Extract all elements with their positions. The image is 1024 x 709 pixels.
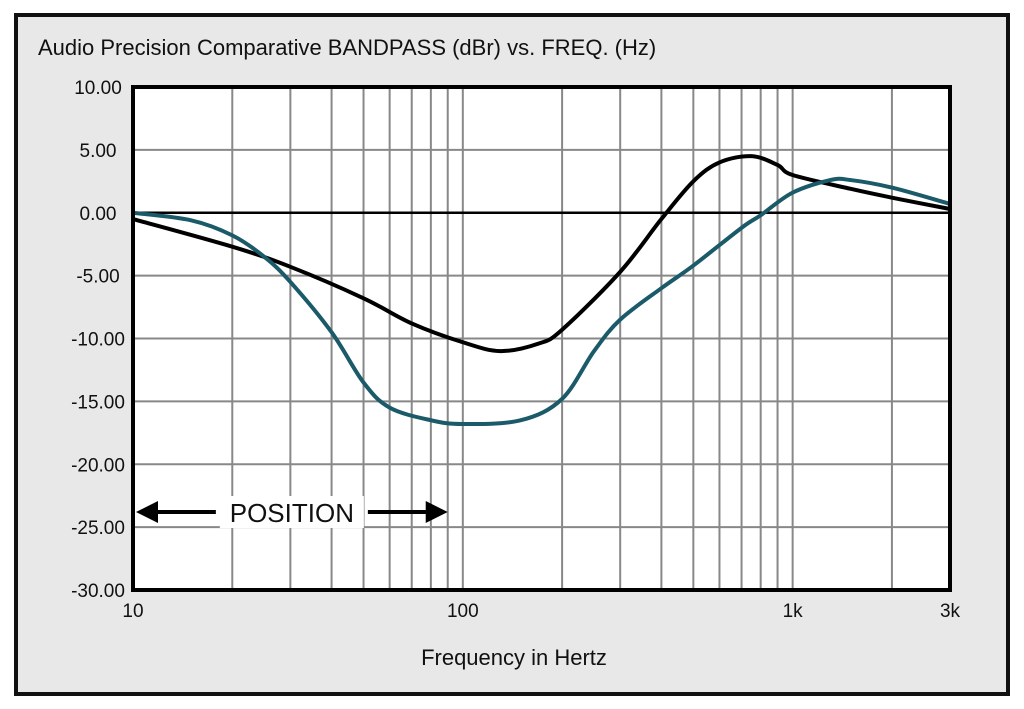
y-tick-label: -25.00 xyxy=(71,518,125,539)
y-tick-label: -20.00 xyxy=(71,455,125,476)
y-tick-label: -30.00 xyxy=(71,581,125,602)
x-tick-label: 10 xyxy=(122,601,143,622)
x-axis-label: Frequency in Hertz xyxy=(421,645,607,670)
x-tick-label: 1k xyxy=(783,601,804,622)
x-tick-label: 100 xyxy=(447,601,479,622)
y-tick-label: 10.00 xyxy=(74,78,122,99)
x-tick-label: 3k xyxy=(940,601,961,622)
y-tick-label: -10.00 xyxy=(71,330,125,351)
arrow-left-icon xyxy=(136,501,158,524)
y-tick-label: 0.00 xyxy=(80,204,117,225)
position-label-bg xyxy=(219,496,364,529)
y-tick-label: -5.00 xyxy=(76,267,119,288)
plot-border xyxy=(131,85,952,592)
y-tick-label: 5.00 xyxy=(80,141,117,162)
series-line-teal xyxy=(132,176,951,427)
series-line-black xyxy=(132,154,951,354)
chart-title: Audio Precision Comparative BANDPASS (dB… xyxy=(38,35,656,60)
y-tick-label: -15.00 xyxy=(71,392,125,413)
arrow-right-icon xyxy=(425,501,448,524)
position-label: POSITION xyxy=(230,498,354,528)
